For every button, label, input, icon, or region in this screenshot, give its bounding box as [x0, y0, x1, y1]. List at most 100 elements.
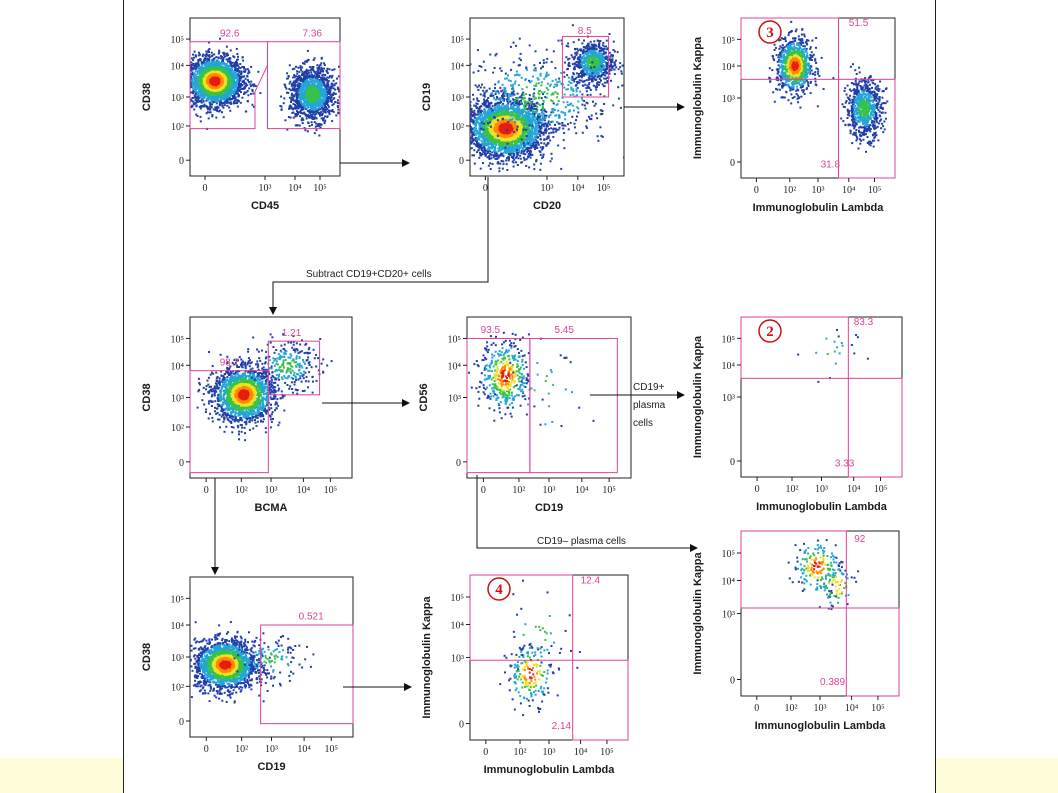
gate-label: 83.3 — [854, 317, 874, 328]
x-tick-label: 10⁴ — [297, 485, 311, 496]
gate-label: 7.36 — [303, 28, 323, 39]
y-tick-label: 10³ — [722, 94, 735, 105]
event-cloud — [499, 579, 581, 717]
y-tick-label: 10⁴ — [448, 361, 462, 372]
x-axis-title: CD20 — [533, 200, 561, 212]
population-1 — [840, 63, 889, 153]
y-axis-title: CD38 — [141, 83, 153, 111]
page-band-right — [936, 758, 1058, 793]
gating-arrows: Subtract CD19+CD20+ cells CD19+ plasma c… — [211, 103, 698, 691]
x-tick-label: 10³ — [259, 183, 272, 194]
x-tick-label: 10³ — [543, 485, 556, 496]
gate-label: 31.8 — [821, 159, 841, 170]
x-tick-label: 10⁴ — [847, 484, 861, 495]
y-axis-title: CD38 — [141, 383, 153, 411]
event-cloud — [768, 20, 889, 153]
y-tick-label: 10² — [171, 122, 184, 133]
event-cloud — [797, 329, 869, 383]
population-1 — [494, 337, 595, 427]
event-cloud — [468, 331, 595, 427]
y-axis-title: CD56 — [418, 383, 430, 411]
y-tick-label: 10⁴ — [171, 621, 185, 632]
population-2 — [470, 37, 624, 171]
y-tick-label: 10³ — [171, 653, 184, 664]
gate-1 — [838, 78, 896, 179]
gate-label: 1.21 — [282, 328, 302, 339]
x-tick-label: 10⁵ — [600, 747, 614, 758]
y-tick-label: 10⁴ — [451, 61, 465, 72]
gate-1 — [847, 377, 903, 478]
y-tick-label: 10³ — [451, 654, 464, 665]
x-tick-label: 0 — [483, 183, 488, 194]
arrow-p5-to-p9 — [476, 475, 698, 552]
x-axis-title: Immunoglobulin Lambda — [753, 202, 885, 214]
x-tick-label: 0 — [754, 703, 759, 714]
gate-label: 92 — [854, 534, 866, 545]
y-axis-title: CD19 — [421, 83, 433, 111]
plot-p2: 8.5 0 10³ 10⁴ 10⁵ 0 10² 10³ 10⁴ 10⁵ CD20 CD19 — [421, 17, 625, 212]
x-tick-label: 0 — [483, 747, 488, 758]
gate-0 — [740, 17, 840, 80]
x-tick-label: 10² — [785, 484, 798, 495]
plot-frame — [469, 574, 629, 741]
x-tick-label: 10² — [235, 485, 248, 496]
population-0 — [196, 336, 299, 442]
x-tick-label: 10⁵ — [874, 484, 888, 495]
x-axis-title: CD45 — [251, 200, 279, 212]
gate-1 — [267, 41, 341, 130]
population-0 — [768, 20, 835, 109]
x-tick-label: 10⁴ — [297, 744, 311, 755]
gate-0 — [469, 574, 574, 661]
marker-circle — [487, 577, 511, 601]
y-tick-label: 0 — [456, 458, 461, 469]
x-tick-label: 10³ — [814, 703, 827, 714]
gate-1 — [845, 607, 900, 697]
event-cloud — [470, 24, 624, 176]
flow-label-cd19pos-line2: plasma — [633, 400, 666, 411]
page-band-left — [0, 758, 124, 793]
plot-p9: 92 0.389 0 10² 10³ 10⁴ 10⁵ 0 10³ 10⁴ 10⁵ Immunoglob… — [692, 530, 900, 732]
y-tick-label: 10³ — [722, 610, 735, 621]
y-tick-label: 0 — [179, 458, 184, 469]
y-tick-label: 10⁵ — [722, 549, 736, 560]
y-tick-label: 10⁵ — [171, 35, 185, 46]
x-tick-label: 10³ — [543, 747, 556, 758]
y-tick-label: 10³ — [722, 393, 735, 404]
y-axis-title: Immunoglobulin Kappa — [692, 552, 704, 675]
y-axis-title: Immunoglobulin Kappa — [692, 335, 704, 458]
x-axis-title: Immunoglobulin Lambda — [484, 764, 616, 776]
event-cloud — [190, 37, 340, 137]
gate-label: 3.33 — [835, 458, 855, 469]
gate-label: 8.5 — [578, 26, 592, 37]
x-tick-label: 10⁴ — [571, 183, 585, 194]
population-0 — [797, 329, 869, 383]
y-tick-label: 10⁴ — [451, 621, 465, 632]
y-tick-label: 10⁴ — [171, 361, 185, 372]
event-cloud — [196, 333, 333, 442]
x-tick-label: 10³ — [265, 744, 278, 755]
x-tick-label: 10⁵ — [597, 183, 611, 194]
y-tick-label: 0 — [179, 717, 184, 728]
y-tick-label: 10⁵ — [171, 334, 185, 345]
plot-p6: 83.3 3.33 2 0 10² 10³ 10⁴ 10⁵ 0 10³ 10⁴ 10⁵ Immunogl… — [692, 316, 903, 513]
y-tick-label: 0 — [459, 156, 464, 167]
arrow-p2-to-p4 — [269, 177, 489, 315]
x-axis-title: BCMA — [255, 502, 288, 514]
marker-circle — [758, 20, 782, 44]
gate-label: 12.4 — [581, 575, 601, 586]
y-tick-label: 10³ — [171, 93, 184, 104]
population-0 — [787, 539, 847, 609]
flow-label-cd19neg: CD19– plasma cells — [537, 536, 626, 547]
x-tick-label: 0 — [204, 485, 209, 496]
marker-number: 3 — [766, 25, 774, 41]
y-tick-label: 10⁴ — [722, 361, 736, 372]
plot-p7: 0.521 0 10² 10³ 10⁴ 10⁵ 0 10² 10³ 10⁴ 10⁵ CD19 CD38 — [141, 576, 354, 773]
x-tick-label: 10⁴ — [288, 183, 302, 194]
gate-label: 5.45 — [554, 325, 574, 336]
marker-number: 4 — [495, 582, 503, 598]
x-tick-label: 10³ — [541, 183, 554, 194]
x-tick-label: 0 — [754, 185, 759, 196]
population-0 — [190, 621, 291, 704]
gate-0 — [740, 316, 849, 379]
